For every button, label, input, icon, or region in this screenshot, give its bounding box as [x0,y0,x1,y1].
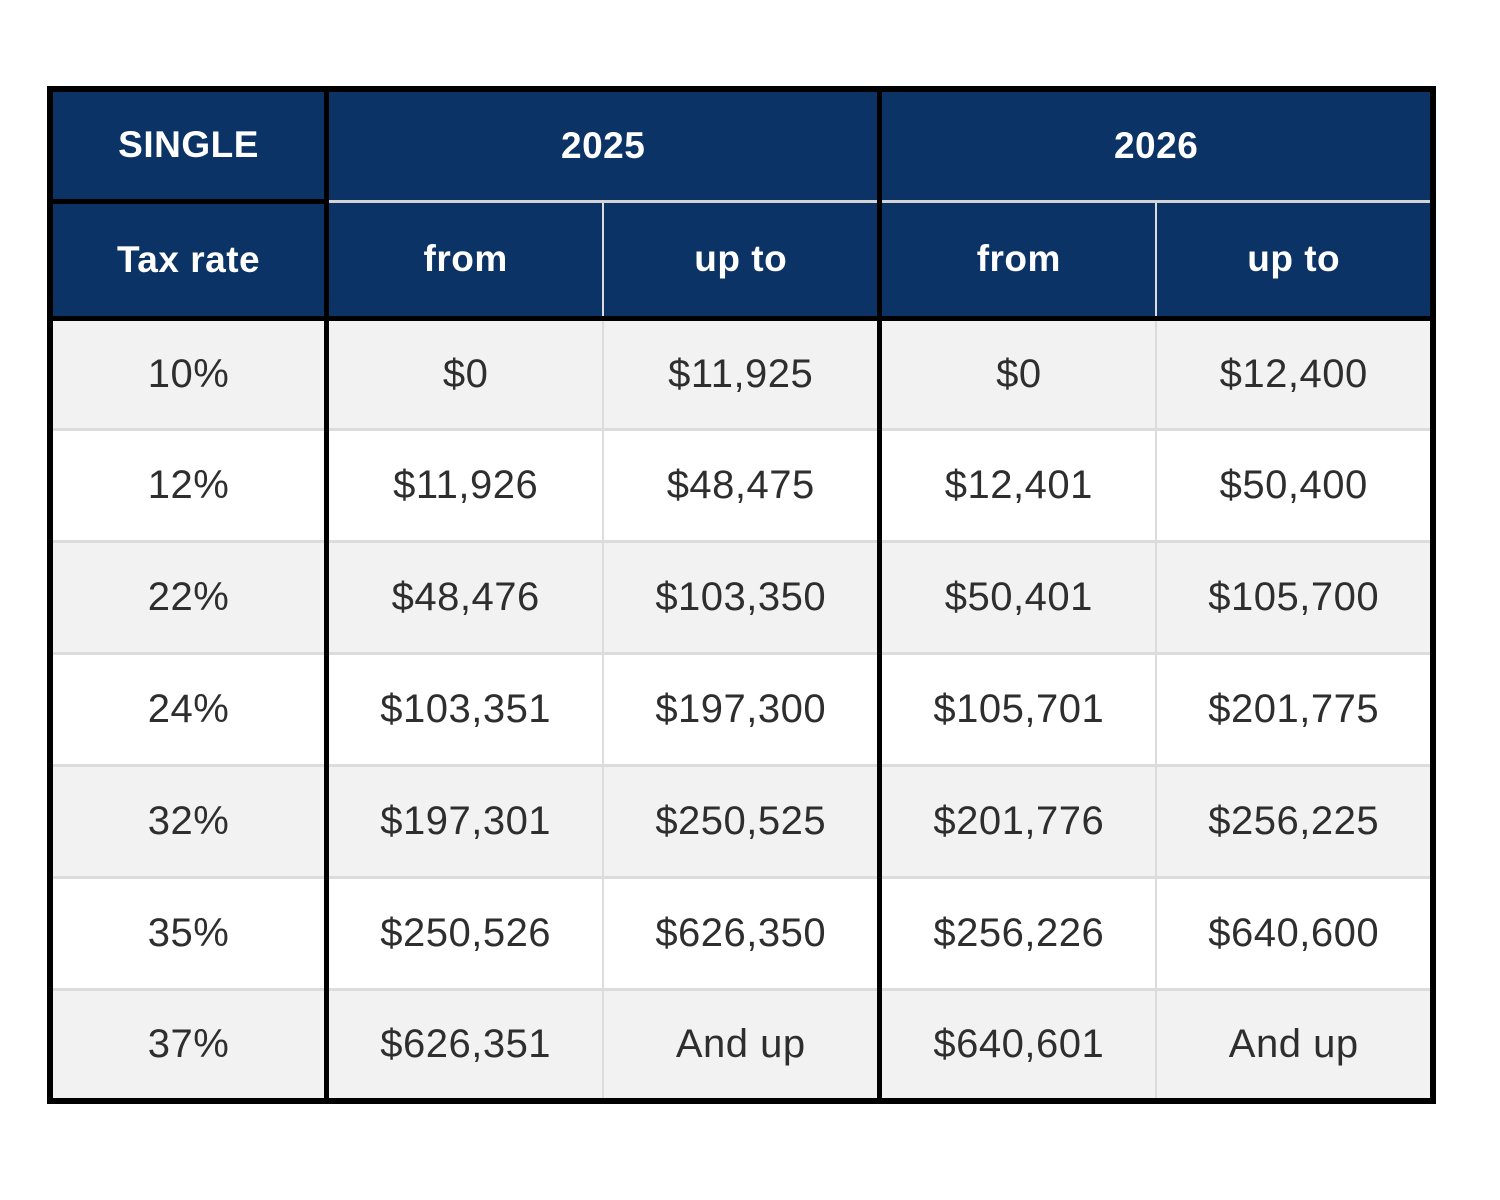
from-column-header-2026: from [879,201,1158,321]
tax-rate-cell: 32% [50,765,330,879]
filing-status-header: SINGLE [50,89,330,204]
year-header-row: SINGLE 2025 2026 [50,89,1433,204]
table-row: 32% $197,301 $250,525 $201,776 $256,225 [50,765,1433,879]
bracket-value-cell: $103,350 [603,541,883,656]
tax-rate-cell: 22% [50,541,330,656]
table-row: 12% $11,926 $48,475 $12,401 $50,400 [50,429,1433,544]
bracket-value-cell: $48,476 [326,541,605,656]
bracket-value-cell: $0 [326,318,605,432]
tax-rate-column-header: Tax rate [50,201,330,321]
table-row: 22% $48,476 $103,350 $50,401 $105,700 [50,541,1433,656]
bracket-value-cell: $50,401 [879,541,1158,656]
bracket-value-cell: $250,526 [326,877,605,991]
year-header-2026: 2026 [879,89,1433,203]
bracket-value-cell: $50,400 [1156,429,1433,544]
bracket-value-cell: And up [603,989,883,1101]
tax-rate-cell: 10% [50,318,330,432]
bracket-value-cell: $12,400 [1156,318,1433,432]
bracket-value-cell: $640,601 [879,989,1158,1101]
tax-bracket-table: SINGLE 2025 2026 Tax rate from up to fro… [47,86,1436,1104]
table-row: 10% $0 $11,925 $0 $12,400 [50,318,1433,432]
tax-rate-cell: 35% [50,877,330,991]
bracket-value-cell: $201,776 [879,765,1158,879]
bracket-value-cell: $197,301 [326,765,605,879]
bracket-value-cell: $48,475 [603,429,883,544]
table-row: 37% $626,351 And up $640,601 And up [50,989,1433,1101]
bracket-value-cell: $105,700 [1156,541,1433,656]
bracket-value-cell: $626,351 [326,989,605,1101]
bracket-value-cell: $256,226 [879,877,1158,991]
bracket-value-cell: And up [1156,989,1433,1101]
upto-column-header-2026: up to [1156,201,1433,321]
bracket-value-cell: $640,600 [1156,877,1433,991]
bracket-value-cell: $250,525 [603,765,883,879]
bracket-value-cell: $0 [879,318,1158,432]
bracket-value-cell: $201,775 [1156,653,1433,767]
bracket-value-cell: $197,300 [603,653,883,767]
table-row: 35% $250,526 $626,350 $256,226 $640,600 [50,877,1433,991]
from-column-header-2025: from [326,201,605,321]
bracket-value-cell: $12,401 [879,429,1158,544]
table-row: 24% $103,351 $197,300 $105,701 $201,775 [50,653,1433,767]
bracket-value-cell: $11,926 [326,429,605,544]
bracket-value-cell: $11,925 [603,318,883,432]
bracket-value-cell: $256,225 [1156,765,1433,879]
bracket-value-cell: $626,350 [603,877,883,991]
upto-column-header-2025: up to [603,201,883,321]
bracket-value-cell: $103,351 [326,653,605,767]
column-header-row: Tax rate from up to from up to [50,201,1433,321]
year-header-2025: 2025 [326,89,883,203]
tax-rate-cell: 37% [50,989,330,1101]
tax-rate-cell: 24% [50,653,330,767]
tax-rate-cell: 12% [50,429,330,544]
bracket-value-cell: $105,701 [879,653,1158,767]
